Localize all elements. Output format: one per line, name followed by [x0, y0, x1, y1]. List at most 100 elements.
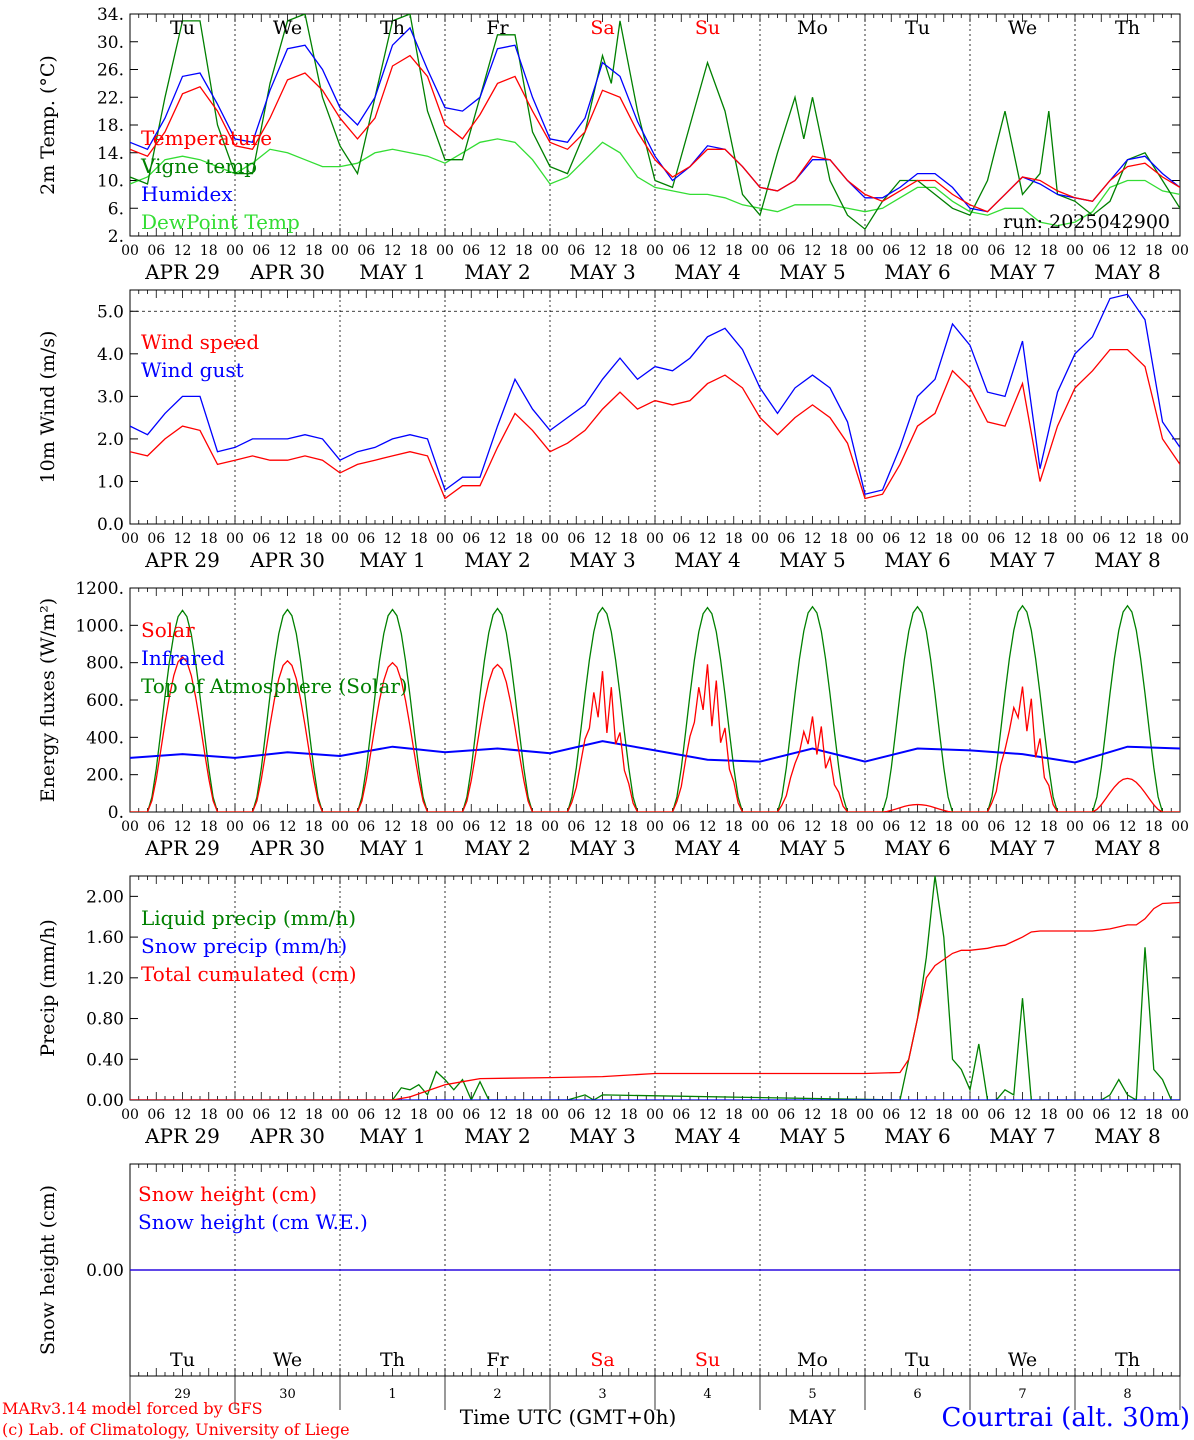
day-name: Fr: [486, 17, 509, 39]
date-label: MAY 7: [989, 548, 1055, 572]
hour-label: 12: [594, 531, 612, 547]
hour-label: 00: [751, 243, 769, 259]
y-tick-label: 22.: [97, 88, 124, 108]
hour-label: 18: [515, 243, 533, 259]
month-label: MAY: [788, 1405, 836, 1429]
hour-label: 18: [830, 819, 848, 835]
hour-label: 00: [646, 1107, 664, 1123]
legend-entry: Snow height (cm): [138, 1182, 317, 1206]
hour-label: 06: [672, 1107, 690, 1123]
date-label: MAY 3: [569, 836, 635, 860]
y-tick-label: 1.0: [97, 472, 124, 492]
hour-label: 00: [751, 819, 769, 835]
hour-label: 12: [174, 1107, 192, 1123]
y-tick-label: 6.: [108, 199, 124, 219]
hour-label: 06: [567, 819, 585, 835]
hour-label: 12: [1014, 243, 1032, 259]
hour-label: 06: [357, 243, 375, 259]
day-name: Tu: [170, 1349, 195, 1371]
hour-label: 18: [410, 1107, 428, 1123]
day-name: Su: [695, 17, 720, 39]
hour-label: 06: [567, 531, 585, 547]
hour-label: 18: [305, 1107, 323, 1123]
legend-entry: Wind gust: [141, 358, 244, 382]
hour-label: 00: [1066, 1107, 1084, 1123]
hour-label: 00: [751, 1107, 769, 1123]
hour-label: 12: [384, 819, 402, 835]
hour-label: 18: [1040, 819, 1058, 835]
day-name: Th: [1115, 17, 1140, 39]
date-label: MAY 1: [359, 836, 425, 860]
hour-label: 00: [541, 1107, 559, 1123]
y-tick-label: 200.: [86, 766, 124, 786]
series-line-wind-speed: [130, 348, 1180, 500]
hour-label: 12: [384, 243, 402, 259]
date-label: MAY 1: [359, 1124, 425, 1148]
series-line-infrared: [130, 740, 1180, 764]
hour-label: 12: [1119, 1107, 1137, 1123]
legend-entry: Temperature: [141, 126, 272, 150]
hour-label: 00: [331, 243, 349, 259]
legend-entry: Total cumulated (cm): [141, 962, 357, 986]
hour-label: 00: [1171, 819, 1189, 835]
y-tick-label: 34.: [97, 5, 124, 25]
hour-label: 18: [410, 243, 428, 259]
y-tick-label: 2.0: [97, 430, 124, 450]
y-tick-label: 0.80: [86, 1010, 124, 1030]
hour-label: 00: [541, 819, 559, 835]
date-label: MAY 1: [359, 260, 425, 284]
hour-label: 12: [384, 531, 402, 547]
day-name: Tu: [905, 1349, 930, 1371]
hour-label: 06: [987, 819, 1005, 835]
hour-label: 18: [410, 819, 428, 835]
hour-label: 06: [987, 243, 1005, 259]
y-axis-label: 10m Wind (m/s): [37, 331, 59, 484]
date-label: APR 29: [144, 548, 220, 572]
hour-label: 06: [357, 1107, 375, 1123]
date-label: MAY 2: [464, 260, 530, 284]
date-label: MAY 6: [884, 836, 950, 860]
hour-label: 18: [620, 1107, 638, 1123]
y-tick-label: 400.: [86, 728, 124, 748]
day-number: 5: [808, 1387, 816, 1402]
hour-label: 18: [305, 819, 323, 835]
footer: Time UTC (GMT+0h) MAY MARv3.14 model for…: [2, 1399, 1190, 1439]
hour-label: 12: [594, 243, 612, 259]
legend-entry: Vigne temp: [140, 154, 257, 178]
hour-label: 00: [856, 1107, 874, 1123]
hour-label: 12: [909, 819, 927, 835]
y-axis-label: Snow height (cm): [37, 1185, 59, 1355]
date-label: MAY 2: [464, 548, 530, 572]
day-name: We: [273, 17, 302, 39]
hour-label: 12: [279, 819, 297, 835]
location-label: Courtrai (alt. 30m): [942, 1403, 1191, 1433]
hour-label: 18: [725, 819, 743, 835]
hour-label: 12: [384, 1107, 402, 1123]
hour-label: 00: [856, 531, 874, 547]
series-line-top-of-atmosphere-solar: [130, 604, 1180, 812]
hour-label: 06: [777, 531, 795, 547]
hour-label: 00: [1171, 243, 1189, 259]
hour-label: 06: [462, 819, 480, 835]
hour-label: 18: [1145, 531, 1163, 547]
hour-label: 06: [672, 531, 690, 547]
hour-label: 00: [961, 243, 979, 259]
hour-label: 18: [830, 531, 848, 547]
y-tick-label: 14.: [97, 144, 124, 164]
hour-label: 06: [777, 243, 795, 259]
hour-label: 12: [174, 819, 192, 835]
hour-label: 12: [489, 243, 507, 259]
day-number: 29: [174, 1387, 191, 1402]
hour-label: 06: [147, 1107, 165, 1123]
date-label: MAY 7: [989, 1124, 1055, 1148]
panel-energy: 0. 200. 400. 600. 800. 1000. 1200. Energy fluxe…: [37, 579, 1189, 860]
day-name: Tu: [905, 17, 930, 39]
series-line-liquid-precip-mm-h: [130, 876, 1180, 1100]
legend-entry: Infrared: [141, 646, 225, 670]
hour-label: 12: [594, 819, 612, 835]
hour-label: 18: [515, 1107, 533, 1123]
day-name: Mo: [797, 17, 828, 39]
hour-label: 18: [200, 1107, 218, 1123]
date-label: MAY 3: [569, 548, 635, 572]
hour-label: 12: [489, 531, 507, 547]
